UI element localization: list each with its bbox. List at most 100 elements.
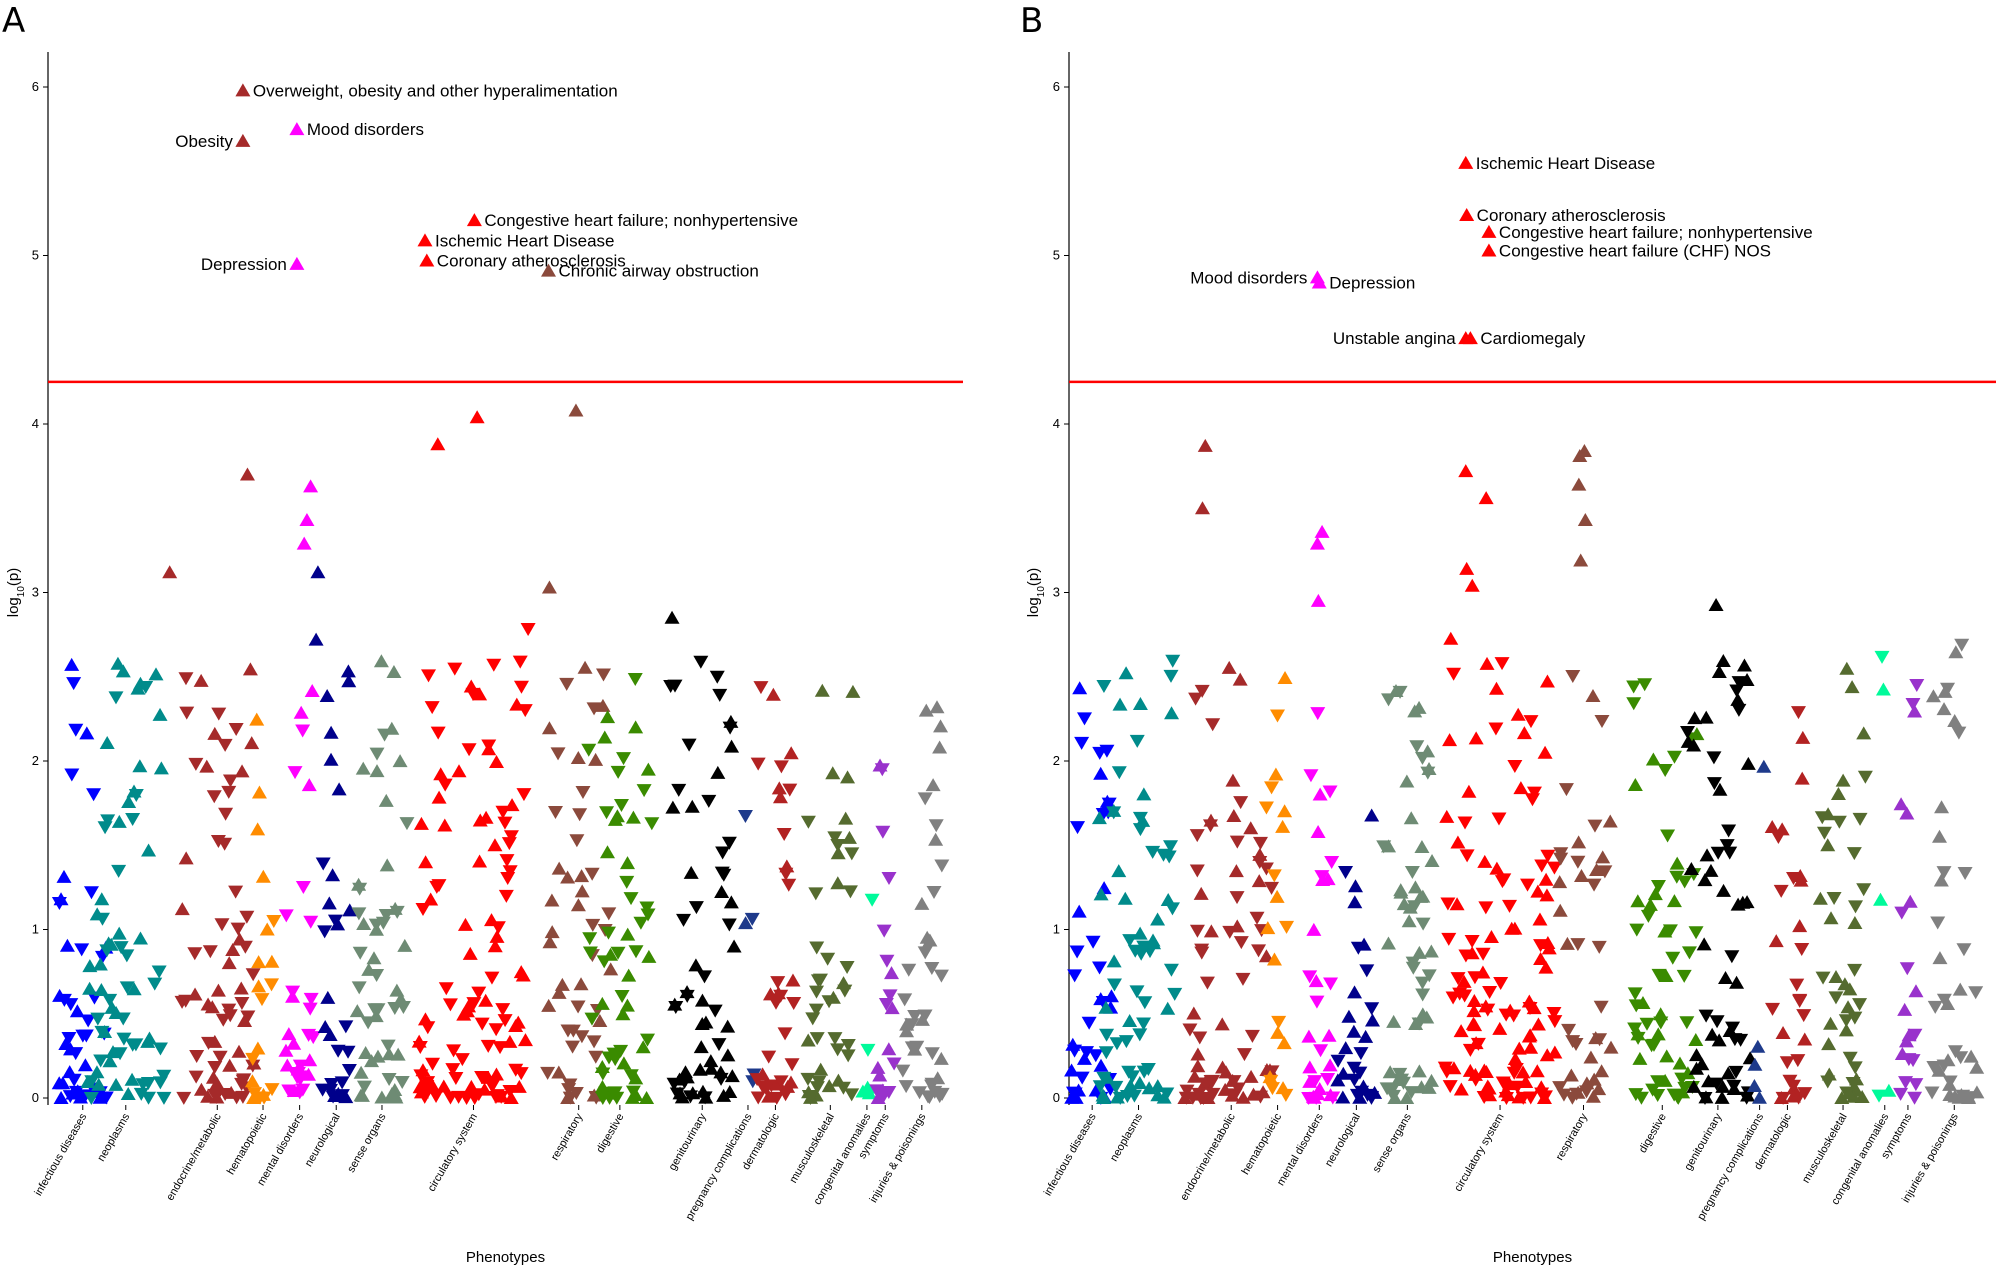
data-point bbox=[1830, 787, 1846, 801]
data-point bbox=[1626, 680, 1642, 694]
data-point bbox=[1214, 1017, 1230, 1031]
data-point bbox=[1093, 766, 1109, 780]
data-point bbox=[707, 1004, 723, 1018]
data-point bbox=[1070, 821, 1086, 835]
data-point bbox=[679, 1070, 695, 1084]
data-point bbox=[830, 876, 846, 890]
data-point bbox=[723, 714, 739, 728]
data-point bbox=[1126, 1089, 1142, 1103]
data-point bbox=[502, 1034, 518, 1048]
data-point bbox=[240, 1010, 256, 1024]
data-point bbox=[1233, 796, 1249, 810]
data-point bbox=[1834, 1090, 1850, 1104]
data-point bbox=[99, 735, 115, 749]
data-point bbox=[384, 1086, 400, 1100]
data-point bbox=[600, 710, 616, 724]
data-point bbox=[917, 946, 933, 960]
data-point bbox=[251, 785, 267, 799]
data-point bbox=[1857, 770, 1873, 784]
data-point bbox=[1821, 1037, 1837, 1051]
data-point bbox=[1191, 1087, 1207, 1101]
data-point-highlight bbox=[1197, 438, 1213, 452]
data-point bbox=[710, 765, 726, 779]
data-point bbox=[497, 1014, 513, 1028]
data-point bbox=[1258, 801, 1274, 815]
data-point bbox=[189, 1050, 205, 1064]
data-point bbox=[356, 1080, 372, 1094]
data-point bbox=[206, 790, 222, 804]
data-point bbox=[500, 872, 516, 886]
data-point bbox=[1657, 924, 1673, 938]
data-point bbox=[1687, 711, 1703, 725]
data-point bbox=[80, 1075, 96, 1089]
data-point bbox=[58, 1036, 74, 1050]
data-point bbox=[1547, 1015, 1563, 1029]
data-point bbox=[152, 707, 168, 721]
data-point bbox=[1539, 888, 1555, 902]
data-point bbox=[1309, 995, 1325, 1009]
data-point bbox=[349, 1004, 365, 1018]
data-point bbox=[1229, 891, 1245, 905]
data-point bbox=[1672, 1056, 1688, 1070]
data-point bbox=[770, 976, 786, 990]
point-annotation: Congestive heart failure (CHF) NOS bbox=[1499, 241, 1771, 260]
data-point bbox=[1093, 992, 1109, 1006]
data-point bbox=[508, 1063, 524, 1077]
data-point bbox=[1415, 976, 1431, 990]
data-point bbox=[1696, 937, 1712, 951]
data-point bbox=[1506, 1066, 1522, 1080]
data-point bbox=[721, 836, 737, 850]
data-point bbox=[246, 1090, 262, 1104]
data-point bbox=[1947, 713, 1963, 727]
data-point bbox=[785, 973, 801, 987]
data-point bbox=[1697, 873, 1713, 887]
data-point bbox=[1109, 1090, 1125, 1104]
data-point-highlight bbox=[1571, 477, 1587, 491]
data-point bbox=[671, 783, 687, 797]
data-point bbox=[1665, 951, 1681, 965]
x-category-label: respiratory bbox=[549, 1111, 586, 1162]
data-point bbox=[234, 1077, 250, 1091]
data-point bbox=[62, 1090, 78, 1104]
data-point bbox=[1404, 865, 1420, 879]
data-point bbox=[1553, 847, 1569, 861]
data-point bbox=[1686, 738, 1702, 752]
data-point bbox=[415, 902, 431, 916]
data-point bbox=[429, 880, 445, 894]
data-point bbox=[153, 761, 169, 775]
data-point bbox=[912, 1086, 928, 1100]
data-point bbox=[619, 875, 635, 889]
data-point bbox=[1364, 808, 1380, 822]
data-point bbox=[1552, 903, 1568, 917]
data-point bbox=[351, 981, 367, 995]
data-point bbox=[141, 1091, 157, 1105]
data-point bbox=[1159, 1087, 1175, 1101]
data-point bbox=[1310, 707, 1326, 721]
data-point bbox=[627, 673, 643, 687]
data-point bbox=[384, 721, 400, 735]
data-point bbox=[1263, 1074, 1279, 1088]
data-point bbox=[369, 747, 385, 761]
data-point bbox=[809, 1032, 825, 1046]
data-point bbox=[214, 918, 230, 932]
data-point bbox=[1838, 1014, 1854, 1028]
data-point bbox=[389, 905, 405, 919]
data-point bbox=[1065, 1037, 1081, 1051]
data-point bbox=[1301, 1029, 1317, 1043]
data-point bbox=[1645, 752, 1661, 766]
data-point bbox=[1688, 1033, 1704, 1047]
data-point bbox=[1565, 670, 1581, 684]
y-tick-label: 3 bbox=[1053, 585, 1060, 600]
data-point bbox=[1137, 996, 1153, 1010]
data-point bbox=[1399, 774, 1415, 788]
data-point bbox=[1510, 707, 1526, 721]
data-point bbox=[628, 1071, 644, 1085]
data-point bbox=[1390, 1072, 1406, 1086]
data-point bbox=[676, 913, 692, 927]
data-point bbox=[1956, 943, 1972, 957]
data-point bbox=[1846, 847, 1862, 861]
data-point bbox=[813, 1062, 829, 1076]
data-point bbox=[540, 1066, 556, 1080]
y-axis-title: log10(p) bbox=[5, 568, 27, 618]
